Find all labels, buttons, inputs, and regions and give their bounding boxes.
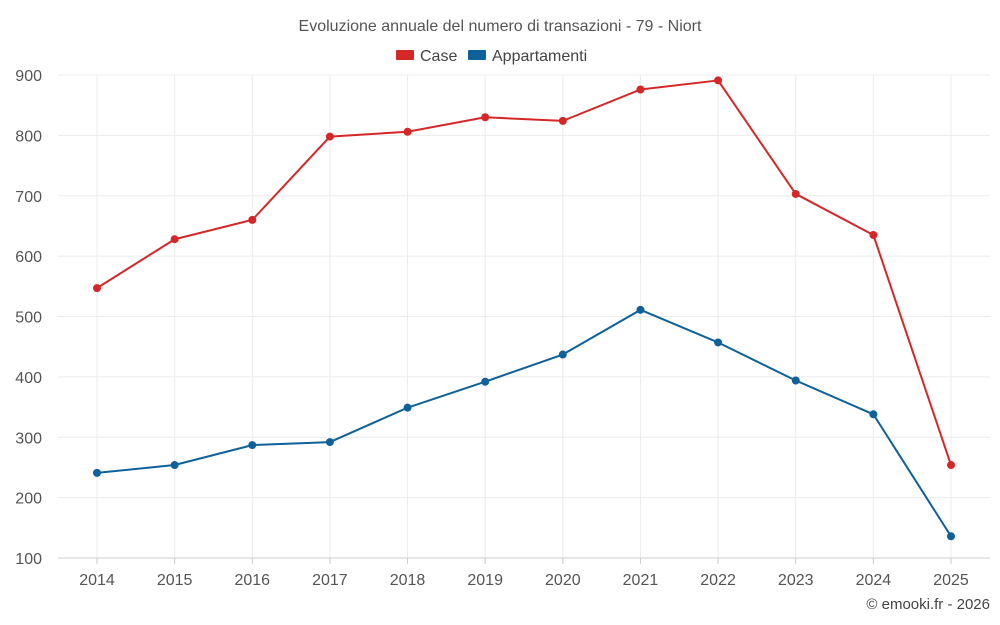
y-tick-label: 900	[15, 68, 42, 85]
data-point-appartamenti[interactable]	[791, 376, 800, 385]
data-point-appartamenti[interactable]	[869, 410, 878, 419]
x-tick-label: 2024	[856, 572, 892, 589]
data-point-appartamenti[interactable]	[403, 403, 412, 412]
data-point-appartamenti[interactable]	[170, 461, 179, 470]
data-point-appartamenti[interactable]	[248, 441, 257, 450]
x-tick-label: 2015	[157, 572, 193, 589]
chart-title: Evoluzione annuale del numero di transaz…	[299, 18, 702, 35]
x-tick-label: 2018	[390, 572, 426, 589]
x-tick-label: 2020	[545, 572, 581, 589]
data-point-appartamenti[interactable]	[714, 338, 723, 347]
data-point-appartamenti[interactable]	[636, 305, 645, 314]
series-group	[93, 76, 955, 541]
x-tick-label: 2025	[933, 572, 969, 589]
data-point-case[interactable]	[481, 113, 490, 122]
data-point-case[interactable]	[636, 85, 645, 94]
y-tick-label: 600	[15, 249, 42, 266]
y-tick-label: 700	[15, 189, 42, 206]
data-point-appartamenti[interactable]	[325, 438, 334, 447]
data-point-case[interactable]	[403, 127, 412, 136]
y-tick-label: 300	[15, 430, 42, 447]
x-tick-label: 2022	[700, 572, 736, 589]
x-tick-label: 2017	[312, 572, 348, 589]
data-point-appartamenti[interactable]	[93, 468, 101, 477]
data-point-case[interactable]	[791, 189, 800, 198]
axes: 100 200 300 400 500 600 700 800 900 2014 2015 2016 2…	[15, 68, 990, 589]
x-tick-label: 2023	[778, 572, 814, 589]
data-point-case[interactable]	[714, 76, 723, 85]
y-tick-label: 200	[15, 491, 42, 508]
data-point-case[interactable]	[93, 284, 101, 293]
y-tick-label: 100	[15, 551, 42, 568]
x-tick-label: 2014	[79, 572, 115, 589]
legend: Case Appartamenti	[396, 48, 587, 65]
series-line-appartamenti	[96, 308, 952, 537]
grid	[58, 74, 990, 559]
data-point-appartamenti[interactable]	[558, 350, 567, 359]
x-tick-label: 2021	[623, 572, 659, 589]
y-tick-label: 800	[15, 128, 42, 145]
data-point-case[interactable]	[170, 235, 179, 244]
credit-text: © emooki.fr - 2026	[866, 596, 990, 613]
data-point-case[interactable]	[947, 461, 955, 470]
data-point-case[interactable]	[248, 215, 257, 224]
data-point-case[interactable]	[869, 230, 878, 239]
legend-swatch-appartamenti	[468, 50, 486, 60]
data-point-case[interactable]	[558, 116, 567, 125]
legend-label-appartamenti[interactable]: Appartamenti	[492, 48, 587, 65]
y-tick-label: 500	[15, 310, 42, 327]
legend-swatch-case	[396, 50, 414, 60]
data-point-appartamenti[interactable]	[947, 532, 955, 541]
data-point-appartamenti[interactable]	[481, 377, 490, 386]
x-tick-label: 2016	[234, 572, 270, 589]
data-point-case[interactable]	[325, 132, 334, 141]
x-tick-label: 2019	[467, 572, 503, 589]
series-line-case	[96, 79, 952, 466]
legend-label-case[interactable]: Case	[420, 48, 457, 65]
y-tick-label: 400	[15, 370, 42, 387]
